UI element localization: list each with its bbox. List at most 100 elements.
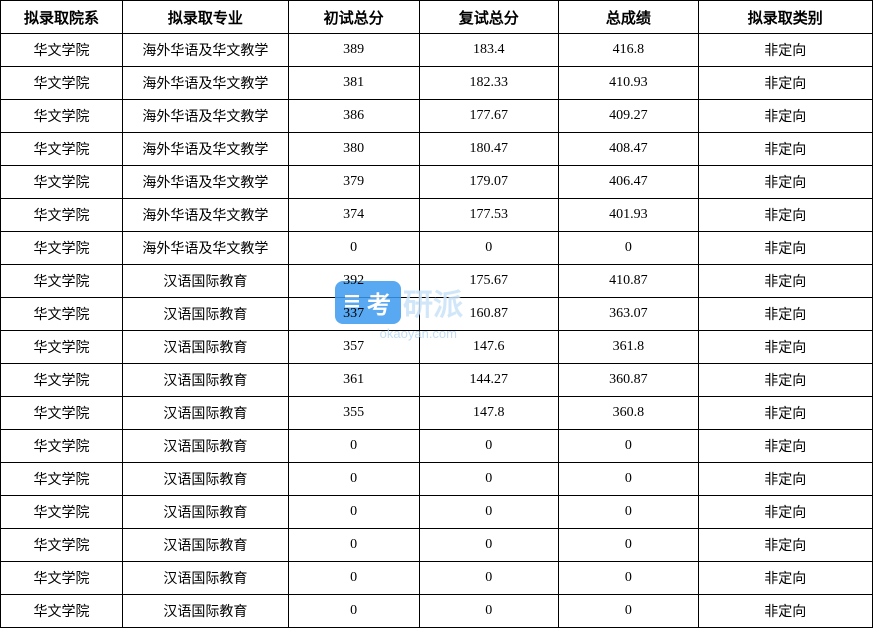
table-row: 华文学院海外华语及华文教学379179.07406.47非定向: [1, 166, 873, 199]
table-row: 华文学院海外华语及华文教学380180.47408.47非定向: [1, 133, 873, 166]
table-cell: 0: [559, 562, 699, 595]
table-cell: 0: [419, 595, 559, 628]
table-cell: 361.8: [559, 331, 699, 364]
table-cell: 华文学院: [1, 100, 123, 133]
table-cell: 147.8: [419, 397, 559, 430]
table-cell: 海外华语及华文教学: [123, 67, 289, 100]
table-cell: 华文学院: [1, 397, 123, 430]
table-cell: 0: [559, 232, 699, 265]
table-cell: 0: [559, 430, 699, 463]
table-cell: 非定向: [698, 67, 872, 100]
table-row: 华文学院海外华语及华文教学000非定向: [1, 232, 873, 265]
table-cell: 非定向: [698, 166, 872, 199]
table-cell: 汉语国际教育: [123, 331, 289, 364]
table-cell: 374: [288, 199, 419, 232]
table-cell: 华文学院: [1, 331, 123, 364]
table-cell: 183.4: [419, 34, 559, 67]
table-cell: 360.87: [559, 364, 699, 397]
table-cell: 337: [288, 298, 419, 331]
table-row: 华文学院海外华语及华文教学389183.4416.8非定向: [1, 34, 873, 67]
table-cell: 355: [288, 397, 419, 430]
table-cell: 416.8: [559, 34, 699, 67]
header-initial-score: 初试总分: [288, 1, 419, 34]
table-cell: 非定向: [698, 529, 872, 562]
header-total-score: 总成绩: [559, 1, 699, 34]
table-body: 华文学院海外华语及华文教学389183.4416.8非定向华文学院海外华语及华文…: [1, 34, 873, 628]
table-cell: 410.87: [559, 265, 699, 298]
table-cell: 0: [419, 496, 559, 529]
table-cell: 389: [288, 34, 419, 67]
table-cell: 汉语国际教育: [123, 562, 289, 595]
table-cell: 汉语国际教育: [123, 265, 289, 298]
table-cell: 非定向: [698, 199, 872, 232]
table-row: 华文学院海外华语及华文教学381182.33410.93非定向: [1, 67, 873, 100]
table-cell: 华文学院: [1, 496, 123, 529]
table-cell: 海外华语及华文教学: [123, 133, 289, 166]
table-cell: 华文学院: [1, 529, 123, 562]
table-cell: 0: [419, 562, 559, 595]
table-cell: 401.93: [559, 199, 699, 232]
table-cell: 0: [559, 463, 699, 496]
table-cell: 357: [288, 331, 419, 364]
table-row: 华文学院汉语国际教育000非定向: [1, 463, 873, 496]
table-cell: 华文学院: [1, 595, 123, 628]
table-cell: 非定向: [698, 34, 872, 67]
table-cell: 海外华语及华文教学: [123, 232, 289, 265]
table-cell: 华文学院: [1, 463, 123, 496]
table-cell: 非定向: [698, 298, 872, 331]
table-cell: 汉语国际教育: [123, 496, 289, 529]
table-cell: 汉语国际教育: [123, 430, 289, 463]
table-cell: 华文学院: [1, 430, 123, 463]
table-cell: 147.6: [419, 331, 559, 364]
table-row: 华文学院汉语国际教育361144.27360.87非定向: [1, 364, 873, 397]
table-cell: 华文学院: [1, 364, 123, 397]
table-cell: 0: [288, 529, 419, 562]
table-cell: 0: [419, 430, 559, 463]
table-cell: 177.53: [419, 199, 559, 232]
table-cell: 华文学院: [1, 199, 123, 232]
table-cell: 160.87: [419, 298, 559, 331]
table-cell: 179.07: [419, 166, 559, 199]
table-cell: 144.27: [419, 364, 559, 397]
admissions-table: 拟录取院系 拟录取专业 初试总分 复试总分 总成绩 拟录取类别 华文学院海外华语…: [0, 0, 873, 628]
header-department: 拟录取院系: [1, 1, 123, 34]
header-category: 拟录取类别: [698, 1, 872, 34]
table-cell: 0: [559, 595, 699, 628]
table-row: 华文学院汉语国际教育392175.67410.87非定向: [1, 265, 873, 298]
table-cell: 408.47: [559, 133, 699, 166]
table-cell: 0: [288, 595, 419, 628]
header-retest-score: 复试总分: [419, 1, 559, 34]
table-cell: 0: [419, 463, 559, 496]
table-cell: 华文学院: [1, 298, 123, 331]
table-cell: 汉语国际教育: [123, 463, 289, 496]
table-row: 华文学院汉语国际教育355147.8360.8非定向: [1, 397, 873, 430]
table-cell: 381: [288, 67, 419, 100]
table-row: 华文学院海外华语及华文教学374177.53401.93非定向: [1, 199, 873, 232]
table-cell: 华文学院: [1, 232, 123, 265]
admissions-table-container: 考 研派 okaoyan.com 拟录取院系 拟录取专业 初试总分 复试总分 总…: [0, 0, 873, 628]
header-row: 拟录取院系 拟录取专业 初试总分 复试总分 总成绩 拟录取类别: [1, 1, 873, 34]
table-cell: 海外华语及华文教学: [123, 166, 289, 199]
table-cell: 非定向: [698, 100, 872, 133]
table-cell: 0: [559, 496, 699, 529]
table-cell: 非定向: [698, 331, 872, 364]
table-cell: 汉语国际教育: [123, 364, 289, 397]
table-cell: 363.07: [559, 298, 699, 331]
table-cell: 非定向: [698, 265, 872, 298]
table-cell: 华文学院: [1, 34, 123, 67]
table-cell: 非定向: [698, 595, 872, 628]
table-cell: 0: [288, 463, 419, 496]
table-cell: 非定向: [698, 463, 872, 496]
header-major: 拟录取专业: [123, 1, 289, 34]
table-cell: 汉语国际教育: [123, 529, 289, 562]
table-cell: 361: [288, 364, 419, 397]
table-cell: 汉语国际教育: [123, 397, 289, 430]
table-cell: 0: [419, 232, 559, 265]
table-cell: 406.47: [559, 166, 699, 199]
table-cell: 非定向: [698, 232, 872, 265]
table-row: 华文学院汉语国际教育000非定向: [1, 562, 873, 595]
table-cell: 非定向: [698, 496, 872, 529]
table-cell: 汉语国际教育: [123, 298, 289, 331]
table-row: 华文学院汉语国际教育337160.87363.07非定向: [1, 298, 873, 331]
table-cell: 汉语国际教育: [123, 595, 289, 628]
